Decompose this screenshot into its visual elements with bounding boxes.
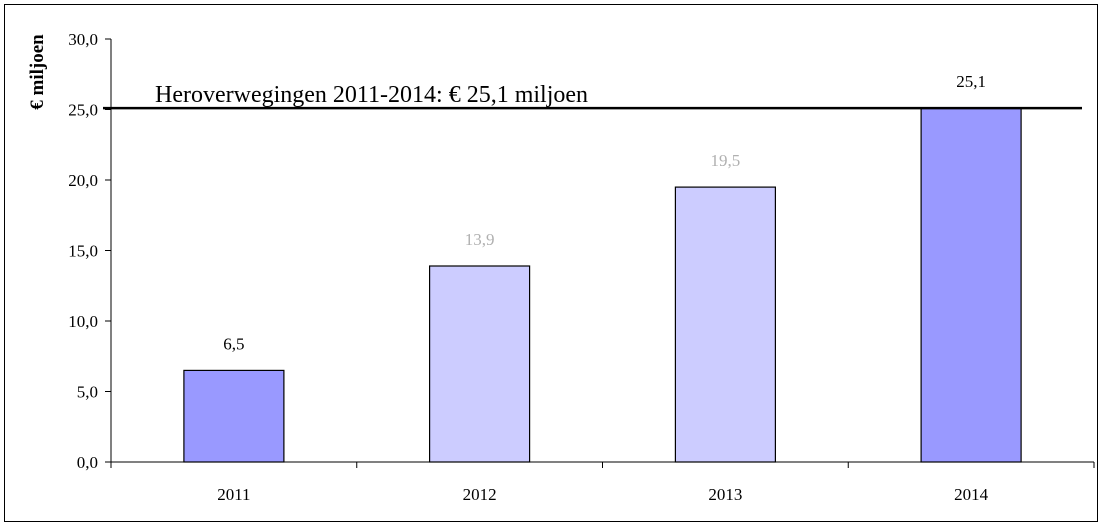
data-label: 19,5 bbox=[711, 151, 741, 170]
bar-2012 bbox=[429, 265, 531, 463]
x-tick-label: 2011 bbox=[217, 485, 250, 504]
y-tick-label: 0,0 bbox=[77, 453, 98, 472]
y-tick-label: 5,0 bbox=[77, 383, 98, 402]
bar-2013 bbox=[674, 186, 777, 463]
chart-frame bbox=[4, 4, 1098, 522]
data-label: 13,9 bbox=[465, 230, 495, 249]
y-axis-title: € miljoen bbox=[27, 34, 48, 110]
data-label: 6,5 bbox=[223, 334, 244, 353]
x-tick-label: 2014 bbox=[954, 485, 989, 504]
plot-area: 0,0 5,0 10,0 15,0 20,0 25,0 30,0 2011 2012 2013 20… bbox=[68, 30, 1095, 504]
x-tick-label: 2013 bbox=[708, 485, 742, 504]
bar-2014 bbox=[920, 107, 1022, 463]
bar-2011 bbox=[183, 369, 285, 463]
reference-line-label: Heroverwegingen 2011-2014: € 25,1 miljoe… bbox=[155, 82, 588, 108]
y-tick-label: 25,0 bbox=[68, 101, 98, 120]
data-label: 25,1 bbox=[956, 72, 986, 91]
y-tick-label: 30,0 bbox=[68, 30, 98, 49]
y-tick-label: 20,0 bbox=[68, 171, 98, 190]
y-tick-label: 15,0 bbox=[68, 242, 98, 261]
x-tick-label: 2012 bbox=[463, 485, 497, 504]
y-tick-label: 10,0 bbox=[68, 312, 98, 331]
